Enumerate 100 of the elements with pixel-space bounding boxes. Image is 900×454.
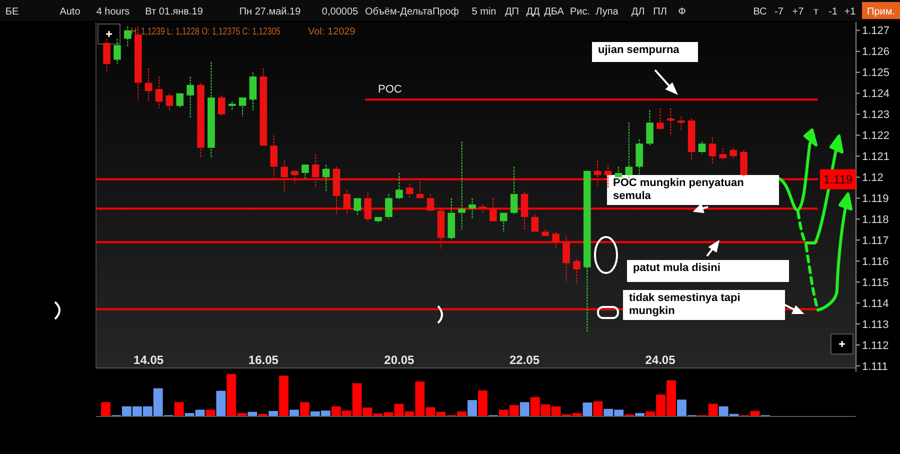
x-tick-label: 22.05 [509, 353, 540, 367]
bar [635, 413, 645, 416]
x-tick-label: 20.05 [384, 353, 415, 367]
candlestick [186, 76, 194, 119]
bar [468, 400, 477, 416]
y-tick-label: 1.126 [862, 46, 890, 58]
ref-line-label: POC [378, 84, 402, 96]
bar [174, 402, 184, 416]
candlestick [520, 191, 528, 230]
text: ДЛ [631, 6, 645, 18]
candlestick [396, 172, 403, 201]
candlestick [291, 170, 298, 184]
candlestick [677, 116, 685, 132]
bar [582, 402, 592, 416]
candlestick [249, 72, 257, 111]
candlestick [646, 110, 654, 146]
candlestick [374, 216, 382, 224]
annotation: Vol: 12029 [308, 26, 356, 38]
candlestick [176, 92, 184, 108]
text: -7 [774, 6, 784, 18]
text: т [814, 6, 819, 18]
text: 0,00005 [322, 6, 359, 18]
text: Auto [60, 6, 81, 18]
candlestick [385, 193, 392, 220]
candlestick [166, 92, 174, 111]
bar [290, 410, 299, 416]
candlestick [719, 147, 727, 161]
candlestick [416, 180, 424, 199]
candlestick [708, 136, 716, 166]
candlestick [144, 68, 152, 102]
candlestick [562, 235, 570, 283]
y-tick-label: 1.119 [862, 192, 889, 205]
y-tick-label: 1.115 [862, 276, 889, 289]
text: 4 hours [96, 6, 130, 18]
candlestick [656, 107, 664, 130]
candlestick [354, 198, 362, 216]
candlestick [103, 38, 110, 73]
candlestick [698, 141, 706, 155]
candlestick [490, 198, 497, 222]
candlestick [322, 164, 330, 192]
bar [101, 402, 110, 416]
bar [300, 402, 310, 416]
y-tick-label: 1.118 [862, 214, 889, 226]
candlestick [740, 149, 748, 178]
candlestick [573, 258, 580, 285]
text: Объём-ДельтаПроф [364, 6, 460, 18]
text: ПЛ [653, 6, 667, 18]
bar [520, 402, 530, 416]
candlestick [730, 147, 737, 159]
text: +1 [844, 6, 856, 18]
y-tick-label: 1.112 [862, 340, 889, 352]
bar [593, 401, 603, 416]
candlestick [302, 164, 309, 180]
y-tick-label: 1.123 [862, 109, 890, 122]
candlestick [406, 182, 414, 199]
candlestick [364, 191, 372, 222]
text: ДП [505, 6, 519, 18]
x-tick-label: 16.05 [248, 353, 279, 367]
text: ВС [753, 6, 767, 18]
candlestick [636, 138, 644, 176]
candlestick [625, 122, 633, 180]
text-box: POC mungkin penyatuan semula [607, 175, 779, 205]
text-box: ujian sempurna [592, 42, 698, 62]
text: +7 [792, 6, 804, 18]
y-tick-label: 1.127 [862, 25, 890, 38]
bar [268, 410, 278, 416]
text: ДБА [544, 6, 564, 18]
candlestick [218, 94, 226, 117]
candlestick [458, 141, 466, 230]
bar [216, 390, 226, 416]
x-tick-label: 14.05 [134, 353, 164, 367]
bar [248, 412, 258, 416]
candlestick [510, 166, 518, 216]
candlestick [604, 164, 612, 188]
text: 5 min [472, 6, 496, 18]
candlestick [531, 214, 539, 232]
candlestick [124, 26, 132, 48]
y-tick-label: 1.12 [862, 172, 884, 184]
y-tick-label: 1.124 [862, 88, 890, 100]
candlestick [238, 96, 246, 117]
candlestick [280, 160, 288, 192]
x-tick-label: 24.05 [645, 353, 676, 367]
candlestick [500, 212, 508, 232]
text: ДД [526, 6, 540, 18]
candlestick [468, 198, 476, 220]
candlestick [312, 154, 320, 188]
bar [206, 410, 216, 416]
candlestick [479, 204, 486, 214]
candlestick [270, 134, 278, 180]
y-tick-label: 1.111 [862, 360, 888, 373]
text: Ф [678, 6, 686, 18]
candlestick [228, 101, 236, 111]
text: Прим. [867, 6, 895, 18]
y-tick-label: 1.114 [862, 298, 889, 310]
bar [279, 376, 288, 416]
y-tick-label: 1.121 [862, 151, 890, 164]
text: Лупа [596, 6, 619, 18]
candlestick [552, 231, 560, 249]
text: Вт 01.янв.19 [145, 6, 204, 18]
annotation: 1.119 [823, 172, 853, 186]
